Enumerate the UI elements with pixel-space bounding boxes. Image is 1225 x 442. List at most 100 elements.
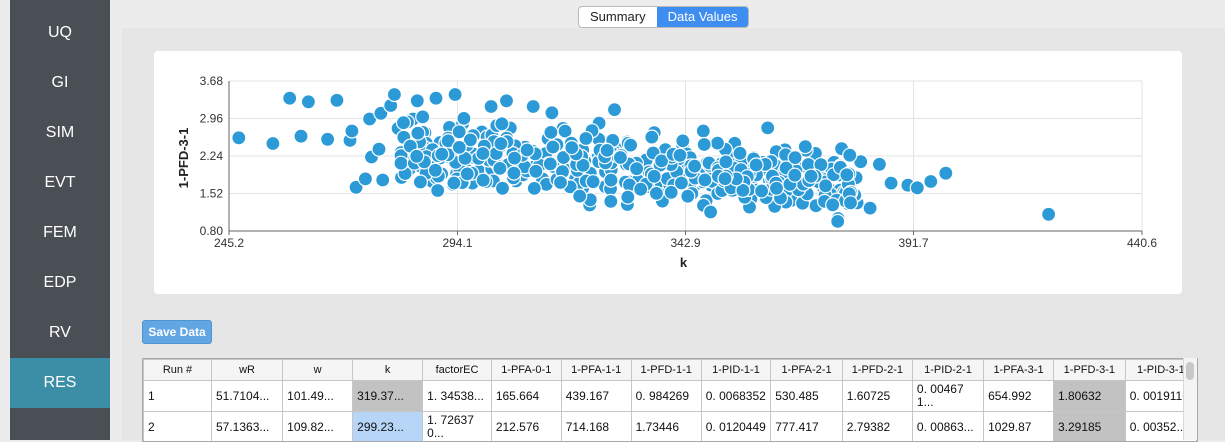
- data-point: [435, 147, 449, 161]
- table-cell[interactable]: 0. 004671...: [912, 381, 983, 412]
- sidebar-item-gi[interactable]: GI: [10, 58, 110, 108]
- table-cell[interactable]: 1: [144, 381, 212, 412]
- sidebar-item-evt[interactable]: EVT: [10, 158, 110, 208]
- data-point: [696, 124, 710, 138]
- data-point: [387, 88, 401, 102]
- data-point: [476, 147, 490, 161]
- data-point: [621, 190, 635, 204]
- y-tick-label: 2.24: [200, 149, 224, 163]
- column-header[interactable]: k: [353, 360, 423, 381]
- data-point: [843, 148, 857, 162]
- table-cell[interactable]: 101.49...: [283, 381, 353, 412]
- table-cell[interactable]: 57.1363...: [211, 412, 282, 442]
- data-point: [634, 182, 648, 196]
- table-cell[interactable]: 654.992: [984, 381, 1054, 412]
- column-header[interactable]: 1-PFA-2-1: [771, 360, 843, 381]
- data-point: [718, 172, 732, 186]
- column-header[interactable]: 1-PFA-3-1: [984, 360, 1054, 381]
- tab-data-values[interactable]: Data Values: [657, 7, 749, 27]
- data-point: [457, 111, 471, 125]
- data-point: [719, 155, 733, 169]
- table-cell[interactable]: 1.60725: [842, 381, 912, 412]
- x-tick-label: 391.7: [899, 236, 929, 250]
- table-cell[interactable]: 2: [144, 412, 212, 442]
- sidebar-item-fem[interactable]: FEM: [10, 208, 110, 258]
- sidebar-item-edp[interactable]: EDP: [10, 258, 110, 308]
- sidebar-item-uq[interactable]: UQ: [10, 8, 110, 58]
- table-cell[interactable]: 714.168: [561, 412, 631, 442]
- data-point: [910, 181, 924, 195]
- table-cell[interactable]: 1.73446: [631, 412, 701, 442]
- column-header[interactable]: w: [283, 360, 353, 381]
- column-header[interactable]: 1-PFD-1-1: [631, 360, 701, 381]
- table-cell[interactable]: 212.576: [491, 412, 561, 442]
- scrollbar-thumb[interactable]: [1186, 362, 1194, 380]
- column-header[interactable]: 1-PFD-2-1: [842, 360, 912, 381]
- data-point: [452, 140, 466, 154]
- data-point: [645, 130, 659, 144]
- data-point: [493, 161, 507, 175]
- data-point: [428, 163, 442, 177]
- data-point: [586, 175, 600, 189]
- column-header[interactable]: 1-PID-2-1: [912, 360, 983, 381]
- table-scrollbar[interactable]: [1183, 358, 1197, 440]
- data-point: [544, 125, 558, 139]
- data-point: [283, 91, 297, 105]
- table-cell[interactable]: 1. 726370...: [423, 412, 492, 442]
- table-cell[interactable]: 0. 00863...: [912, 412, 983, 442]
- table-cell[interactable]: 1.80632: [1053, 381, 1125, 412]
- table-cell[interactable]: 1029.87: [984, 412, 1054, 442]
- data-point: [494, 137, 508, 151]
- column-header[interactable]: Run #: [144, 360, 212, 381]
- data-point: [526, 100, 540, 114]
- sidebar-item-rv[interactable]: RV: [10, 308, 110, 358]
- data-point: [416, 110, 430, 124]
- data-point: [884, 176, 898, 190]
- data-point: [520, 143, 534, 157]
- column-header[interactable]: 1-PID-1-1: [701, 360, 770, 381]
- data-point: [508, 151, 522, 165]
- column-header[interactable]: factorEC: [423, 360, 492, 381]
- data-point: [770, 181, 784, 195]
- table-cell[interactable]: 319.37...: [353, 381, 423, 412]
- table-cell[interactable]: 1. 34538...: [423, 381, 492, 412]
- table-cell[interactable]: 0. 984269: [631, 381, 701, 412]
- table-cell[interactable]: 2.79382: [842, 412, 912, 442]
- data-point: [704, 205, 718, 219]
- data-point: [543, 157, 557, 171]
- data-point: [507, 166, 521, 180]
- table-cell[interactable]: 165.664: [491, 381, 561, 412]
- column-header[interactable]: 1-PFA-0-1: [491, 360, 561, 381]
- sidebar-item-sim[interactable]: SIM: [10, 108, 110, 158]
- tab-summary[interactable]: Summary: [579, 7, 657, 27]
- data-point: [863, 201, 877, 215]
- table-cell[interactable]: 51.7104...: [211, 381, 282, 412]
- save-data-button[interactable]: Save Data: [142, 320, 212, 344]
- sidebar-item-res[interactable]: RES: [10, 358, 110, 408]
- column-header[interactable]: wR: [211, 360, 282, 381]
- data-point: [630, 162, 644, 176]
- data-point: [573, 189, 587, 203]
- column-header[interactable]: 1-PFD-3-1: [1053, 360, 1125, 381]
- column-header[interactable]: 1-PFA-1-1: [561, 360, 631, 381]
- table-cell[interactable]: 109.82...: [283, 412, 353, 442]
- data-point: [460, 167, 474, 181]
- table-cell[interactable]: 530.485: [771, 381, 843, 412]
- x-tick-label: 245.2: [214, 236, 244, 250]
- data-point: [431, 184, 445, 198]
- table-cell[interactable]: 777.417: [771, 412, 843, 442]
- x-tick-label: 440.6: [1127, 236, 1157, 250]
- data-point: [681, 189, 695, 203]
- data-point: [565, 141, 579, 155]
- data-point: [410, 149, 424, 163]
- data-point: [613, 151, 627, 165]
- table-cell[interactable]: 439.167: [561, 381, 631, 412]
- data-point: [624, 138, 638, 152]
- table-cell[interactable]: 3.29185: [1053, 412, 1125, 442]
- table-cell[interactable]: 0. 0068352: [701, 381, 770, 412]
- table-cell[interactable]: 299.23...: [353, 412, 423, 442]
- table-cell[interactable]: 0. 0120449: [701, 412, 770, 442]
